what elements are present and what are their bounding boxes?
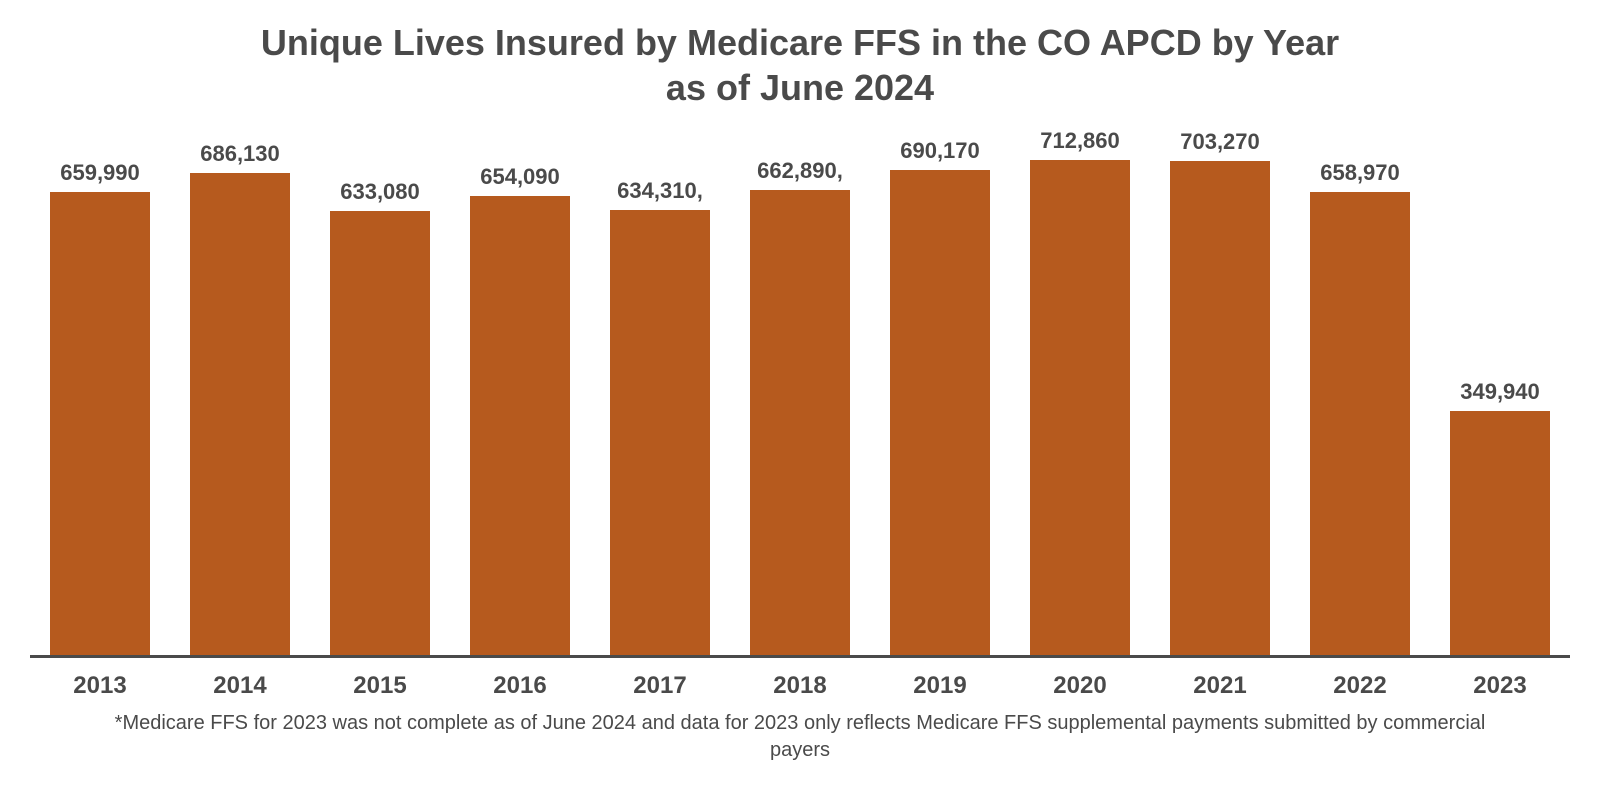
x-axis-category-label: 2020 [1010,672,1150,700]
x-axis-category-label: 2016 [450,672,590,700]
x-axis-category-label: 2021 [1150,672,1290,700]
x-axis-categories: 2013201420152016201720182019202020212022… [30,672,1570,700]
bar-slot: 349,940 [1430,128,1570,658]
bar-slot: 686,130 [170,128,310,658]
bar-value-label: 686,130 [200,141,280,167]
chart-title-line2: as of June 2024 [30,65,1570,110]
bar [470,196,571,658]
bar-slot: 703,270 [1150,128,1290,658]
bar-value-label: 349,940 [1460,379,1540,405]
chart-title-line1: Unique Lives Insured by Medicare FFS in … [30,20,1570,65]
bar-slot: 712,860 [1010,128,1150,658]
bar [610,210,711,658]
x-axis-line [30,655,1570,658]
bar-value-label: 703,270 [1180,129,1260,155]
bar-slot: 658,970 [1290,128,1430,658]
chart-footnote: *Medicare FFS for 2023 was not complete … [30,710,1570,764]
chart-title: Unique Lives Insured by Medicare FFS in … [30,20,1570,110]
x-axis-category-label: 2015 [310,672,450,700]
x-axis-category-label: 2013 [30,672,170,700]
bar [1450,411,1551,658]
bar-value-label: 712,860 [1040,128,1120,154]
bar-slot: 690,170 [870,128,1010,658]
bar [190,173,291,658]
x-axis-category-label: 2019 [870,672,1010,700]
bar-value-label: 634,310, [617,178,703,204]
x-axis-category-label: 2017 [590,672,730,700]
bar-value-label: 633,080 [340,179,420,205]
bar-slot: 654,090 [450,128,590,658]
bar-value-label: 659,990 [60,160,140,186]
bar-slot: 634,310, [590,128,730,658]
bar-value-label: 690,170 [900,138,980,164]
bar-value-label: 658,970 [1320,160,1400,186]
x-axis-category-label: 2014 [170,672,310,700]
bar-value-label: 662,890, [757,158,843,184]
bar-slot: 633,080 [310,128,450,658]
bar [330,211,431,658]
plot-area: 659,990 686,130 633,080 654,090 634,310, 662,… [30,128,1570,658]
bar [50,192,151,658]
x-axis-category-label: 2018 [730,672,870,700]
bars-row: 659,990 686,130 633,080 654,090 634,310, 662,… [30,128,1570,658]
bar [890,170,991,658]
x-axis-category-label: 2023 [1430,672,1570,700]
bar-value-label: 654,090 [480,164,560,190]
bar-slot: 662,890, [730,128,870,658]
bar [750,190,851,658]
x-axis-category-label: 2022 [1290,672,1430,700]
bar [1170,161,1271,658]
bar-slot: 659,990 [30,128,170,658]
bar [1310,192,1411,658]
bar [1030,160,1131,658]
bar-chart: Unique Lives Insured by Medicare FFS in … [0,0,1600,800]
